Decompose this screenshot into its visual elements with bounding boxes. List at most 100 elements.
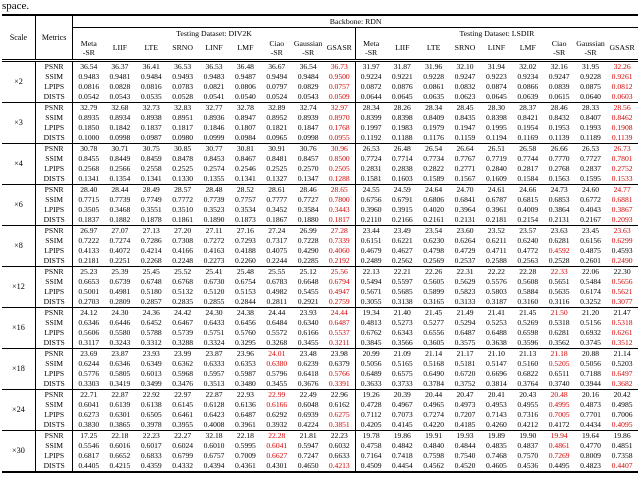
metric-value-cell: 0.6353 xyxy=(234,359,256,368)
metric-value-cell: 0.6452 xyxy=(140,318,162,327)
metric-value-cell: 0.2811 xyxy=(266,297,288,306)
metric-value-cell: 0.6136 xyxy=(234,400,256,409)
dataset-header-lsdir: Testing Dataset: LSDIR xyxy=(459,28,535,38)
metric-value-cell: 0.3551 xyxy=(140,205,162,214)
method-header: LTE xyxy=(135,39,167,62)
metric-value-cell: 0.4798 xyxy=(423,246,445,255)
metric-value-cell: 22.30 xyxy=(606,266,638,277)
metric-value-cell: 27.24 xyxy=(261,225,293,236)
metric-value-cell: 0.2566 xyxy=(109,164,131,173)
metric-value-cell: 0.4953 xyxy=(485,400,507,409)
metric-value-cell: 24.36 xyxy=(135,307,167,318)
metric-value-cell: 22.28 xyxy=(261,430,293,441)
metric-value-cell: 0.7715 xyxy=(78,195,100,204)
metric-value-cell: 0.7006 xyxy=(611,410,633,419)
metric-value-cell: 0.5580 xyxy=(109,328,131,337)
metric-value-cell: 0.2131 xyxy=(454,215,476,224)
metric-value-cell: 0.2166 xyxy=(391,215,413,224)
metric-value-cell: 0.2703 xyxy=(78,297,100,306)
metric-value-cell: 0.9500 xyxy=(323,72,356,82)
metric-value-cell: 0.6264 xyxy=(454,236,476,245)
metric-value-cell: 0.1595 xyxy=(580,174,601,183)
metric-value-cell: 0.1837 xyxy=(78,215,100,224)
metric-value-cell: 0.3455 xyxy=(297,338,319,347)
metric-value-cell: 0.6489 xyxy=(360,369,382,378)
metric-value-cell: 0.2490 xyxy=(611,256,633,265)
metric-value-cell: 0.5273 xyxy=(391,318,413,327)
metric-value-cell: 19.89 xyxy=(480,430,513,441)
metric-value-cell: 0.1850 xyxy=(78,123,100,132)
metric-label: SSIM xyxy=(35,154,74,164)
table-row: LPIPS 0.5001 0.4981 0.5180 0.5132 0.5120 0.515… xyxy=(2,287,638,297)
metric-value-cell: 0.8936 xyxy=(203,113,225,122)
metric-value-cell: 0.9261 xyxy=(611,72,633,81)
metric-value-cell: 0.4729 xyxy=(454,246,476,255)
metric-value-cell: 0.6817 xyxy=(78,451,100,460)
metric-value-cell: 32.97 xyxy=(323,102,356,113)
metric-value-cell: 20.47 xyxy=(449,389,481,400)
metric-value-cell: 0.1954 xyxy=(517,123,539,132)
metric-value-cell: 0.3745 xyxy=(580,338,601,347)
metric-value-cell: 0.4758 xyxy=(360,441,382,450)
metric-value-cell: 36.37 xyxy=(104,60,136,72)
metric-value-cell: 0.1327 xyxy=(266,174,288,183)
metric-value-cell: 21.45 xyxy=(512,307,544,318)
metric-value-cell: 19.78 xyxy=(355,430,387,441)
metric-value-cell: 0.5987 xyxy=(234,369,256,378)
metric-value-cell: 32.10 xyxy=(449,60,481,72)
metric-value-cell: 0.1768 xyxy=(323,123,356,133)
metric-value-cell: 23.57 xyxy=(512,225,544,236)
metric-value-cell: 0.2192 xyxy=(323,256,356,267)
metric-value-cell: 0.9223 xyxy=(485,72,507,81)
metric-value-cell: 0.2546 xyxy=(234,164,256,173)
metric-value-cell: 0.0984 xyxy=(234,133,256,142)
metric-value-cell: 0.7540 xyxy=(454,451,476,460)
metric-value-cell: 0.2505 xyxy=(323,164,356,174)
metric-value-cell: 0.3845 xyxy=(360,338,382,347)
metric-value-cell: 32.77 xyxy=(198,102,230,113)
metric-value-cell: 0.6648 xyxy=(297,277,319,286)
metric-value-cell: 0.5494 xyxy=(360,277,382,286)
metric-value-cell: 0.1821 xyxy=(266,123,288,132)
metric-value-cell: 0.1867 xyxy=(266,215,288,224)
metric-label: LPIPS xyxy=(35,123,74,133)
metric-value-cell: 0.2840 xyxy=(485,164,507,173)
metric-value-cell: 0.8478 xyxy=(172,154,194,163)
metric-value-cell: 20.48 xyxy=(543,389,575,400)
metric-value-cell: 0.6128 xyxy=(203,400,225,409)
metric-label: PSNR xyxy=(35,430,74,441)
metric-value-cell: 0.3419 xyxy=(109,379,131,388)
metric-value-cell: 27.11 xyxy=(198,225,230,236)
metric-value-cell: 0.3733 xyxy=(391,379,413,388)
metric-value-cell: 0.6151 xyxy=(360,236,382,245)
metric-value-cell: 0.4875 xyxy=(580,246,601,255)
metric-value-cell: 0.7749 xyxy=(140,195,162,204)
metric-value-cell: 0.1842 xyxy=(109,123,131,132)
metric-value-cell: 0.7009 xyxy=(234,451,256,460)
metric-value-cell: 0.6162 xyxy=(323,400,356,410)
metric-value-cell: 19.91 xyxy=(417,430,450,441)
metric-value-cell: 0.1993 xyxy=(580,123,601,132)
table-row: ×24 PSNR 22.71 22.87 22.92 22.97 22.87 22.93 22.… xyxy=(2,389,638,431)
metric-value-cell: 0.6652 xyxy=(109,451,131,460)
metric-value-cell: 0.3480 xyxy=(234,379,256,388)
metric-value-cell: 0.5788 xyxy=(140,328,162,337)
metric-value-cell: 22.22 xyxy=(480,266,513,277)
metric-value-cell: 30.96 xyxy=(323,143,356,154)
metric-value-cell: 0.5803 xyxy=(485,287,507,296)
table-row: SSIM 0.5546 0.6016 0.6017 0.6024 0.6010 0.5995… xyxy=(2,441,638,451)
metric-value-cell: 0.0829 xyxy=(297,82,319,91)
metric-value-cell: 0.3160 xyxy=(517,297,539,306)
metric-value-cell: 0.9483 xyxy=(78,72,100,81)
metric-value-cell: 0.6048 xyxy=(297,400,319,409)
metric-value-cell: 24.38 xyxy=(229,307,262,318)
metric-value-cell: 0.2161 xyxy=(423,215,445,224)
scale-label: ×4 xyxy=(2,143,36,185)
metric-value-cell: 0.3295 xyxy=(234,338,256,347)
metric-label: PSNR xyxy=(35,307,74,318)
metric-value-cell: 0.4509 xyxy=(360,461,382,470)
metric-value-cell: 23.60 xyxy=(449,225,481,236)
metric-value-cell: 32.02 xyxy=(512,60,544,72)
metric-value-cell: 0.4214 xyxy=(140,246,162,255)
metric-value-cell: 23.48 xyxy=(292,348,324,359)
